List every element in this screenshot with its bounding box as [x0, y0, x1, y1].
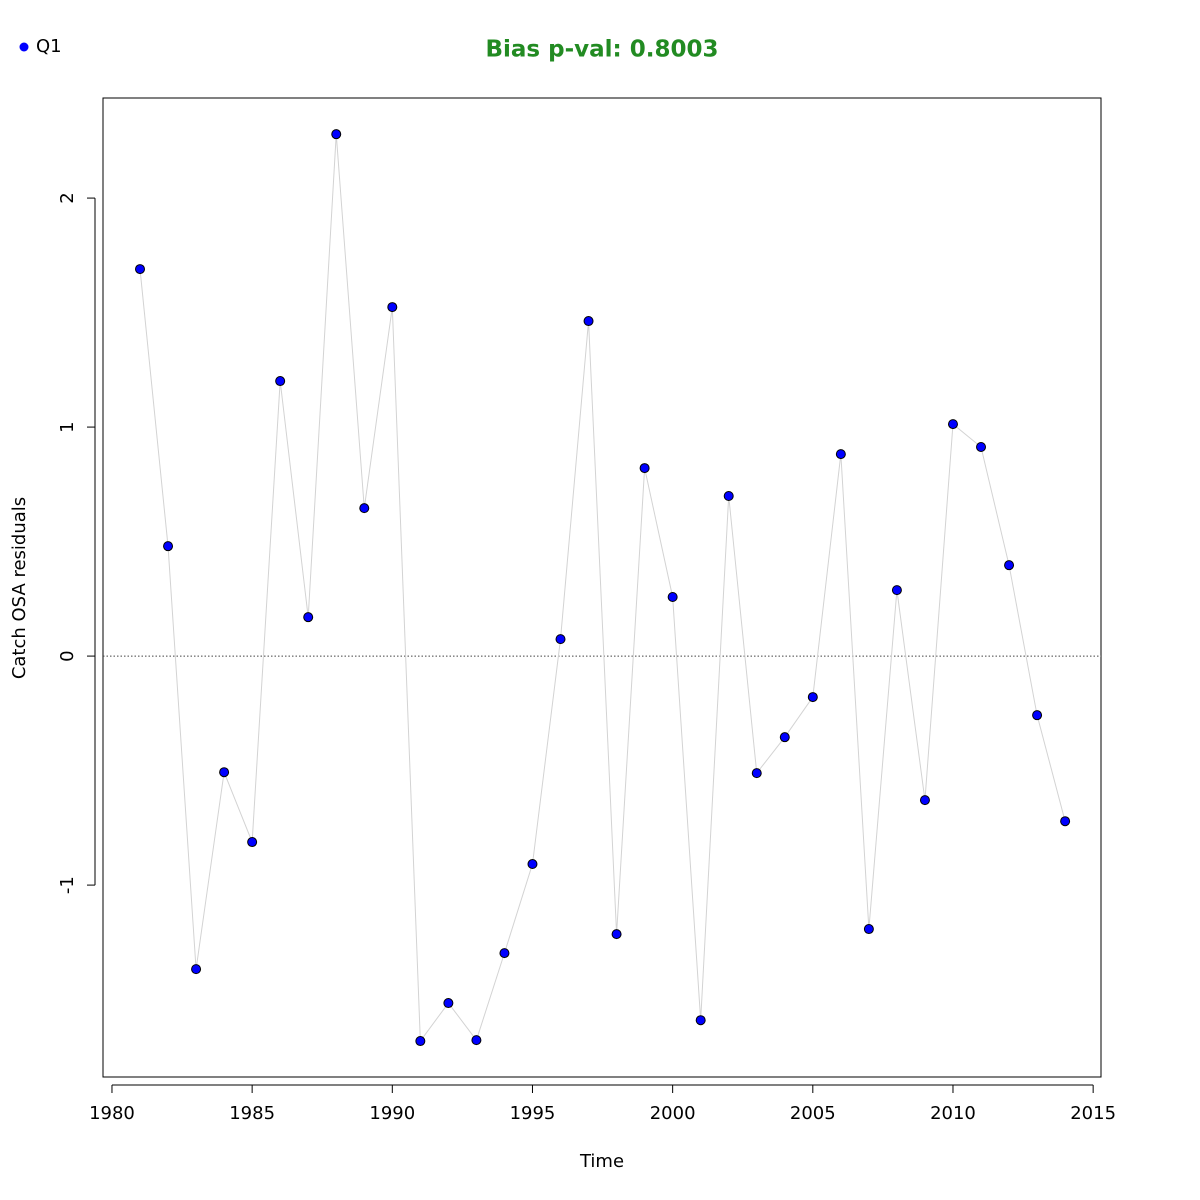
y-tick-label: 1	[57, 421, 78, 432]
data-point	[415, 1036, 426, 1047]
data-point	[863, 924, 874, 935]
legend-label: Q1	[36, 36, 62, 57]
data-point	[247, 837, 258, 848]
data-point	[835, 449, 846, 460]
data-point	[807, 692, 818, 703]
data-point	[331, 129, 342, 140]
data-point	[695, 1015, 706, 1026]
x-tick-label: 2005	[790, 1103, 836, 1124]
data-point	[583, 316, 594, 327]
legend-marker	[19, 42, 29, 52]
data-point	[639, 463, 650, 474]
y-tick-label: 0	[57, 650, 78, 661]
data-point	[1032, 710, 1043, 721]
data-point	[723, 491, 734, 502]
series-line	[139, 134, 1066, 1043]
data-point	[387, 302, 398, 313]
data-point	[219, 767, 230, 778]
plot-frame	[102, 97, 1102, 1078]
data-point	[1060, 816, 1071, 827]
data-point	[555, 634, 566, 645]
x-tick-label: 2000	[650, 1103, 696, 1124]
data-point	[359, 503, 370, 514]
data-point	[947, 419, 958, 430]
x-tick-label: 2010	[930, 1103, 976, 1124]
y-tick-label: -1	[57, 876, 78, 894]
x-axis-label: Time	[579, 1151, 624, 1172]
data-point	[976, 442, 987, 453]
data-point	[499, 948, 510, 959]
data-point	[667, 592, 678, 603]
x-tick-label: 1990	[369, 1103, 415, 1124]
chart-title: Bias p-val: 0.8003	[486, 37, 719, 63]
y-tick-label: 2	[57, 192, 78, 203]
data-point	[919, 795, 930, 806]
data-point	[891, 585, 902, 596]
data-point	[275, 376, 286, 387]
data-point	[1004, 560, 1015, 571]
y-axis-label: Catch OSA residuals	[9, 497, 30, 679]
data-point	[163, 541, 174, 552]
data-point	[443, 998, 454, 1009]
data-point	[135, 264, 146, 275]
data-point	[751, 768, 762, 779]
data-point	[611, 929, 622, 940]
x-tick-label: 1995	[510, 1103, 556, 1124]
data-point	[527, 859, 538, 870]
x-tick-label: 1985	[229, 1103, 275, 1124]
x-tick-label: 1980	[89, 1103, 135, 1124]
x-tick-label: 2015	[1070, 1103, 1116, 1124]
data-point	[779, 732, 790, 743]
data-point	[191, 964, 202, 975]
data-point	[471, 1035, 482, 1046]
data-point	[303, 612, 314, 623]
